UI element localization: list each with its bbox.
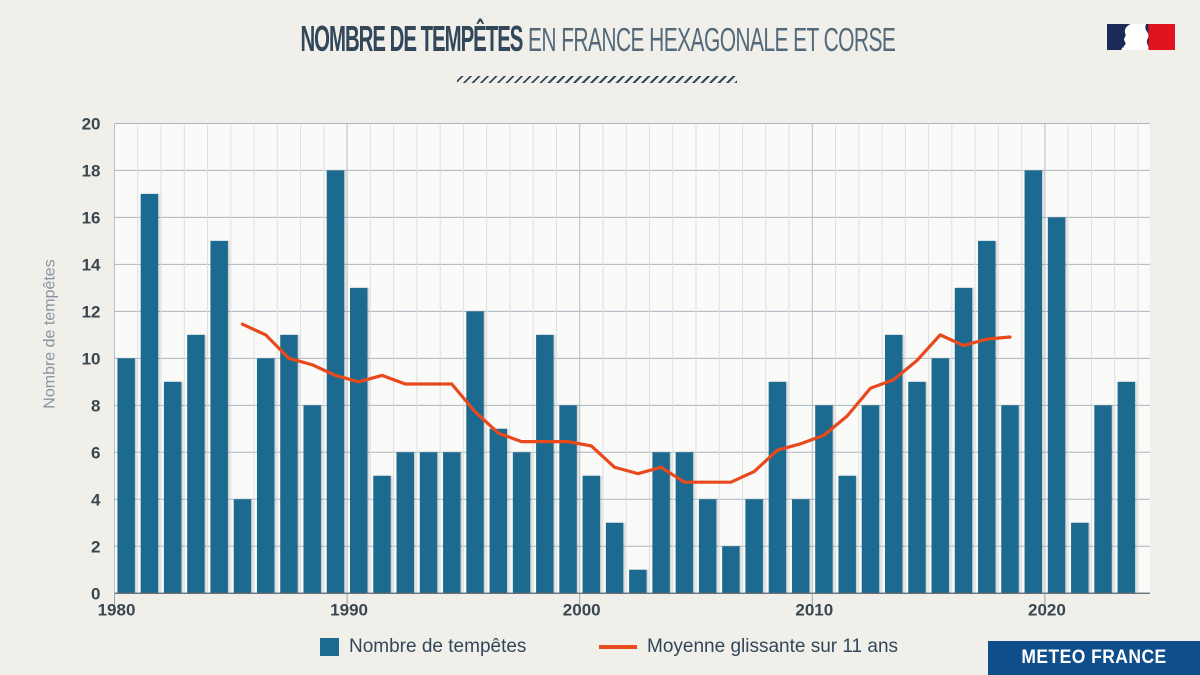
svg-text:20: 20 [82, 114, 101, 133]
svg-text:18: 18 [82, 161, 101, 180]
svg-text:10: 10 [82, 349, 101, 368]
svg-text:14: 14 [82, 255, 101, 274]
svg-text:2000: 2000 [563, 600, 601, 619]
svg-text:2: 2 [91, 537, 100, 556]
svg-text:16: 16 [82, 208, 101, 227]
svg-text:6: 6 [91, 443, 100, 462]
svg-text:2010: 2010 [795, 600, 833, 619]
svg-text:1990: 1990 [330, 600, 368, 619]
svg-text:2020: 2020 [1028, 600, 1066, 619]
svg-text:1980: 1980 [98, 600, 136, 619]
svg-text:8: 8 [91, 396, 100, 415]
svg-text:12: 12 [82, 302, 101, 321]
svg-text:4: 4 [91, 490, 101, 509]
